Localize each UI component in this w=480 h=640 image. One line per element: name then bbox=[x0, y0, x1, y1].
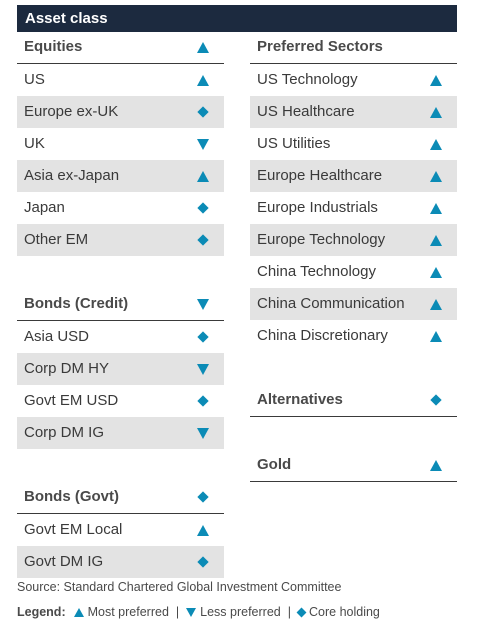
legend-separator: | bbox=[287, 605, 291, 619]
triangle-up-icon bbox=[429, 224, 443, 256]
list-item: Europe Healthcare bbox=[250, 160, 457, 192]
sector-label: Europe Technology bbox=[257, 231, 386, 248]
list-item: China Communication bbox=[250, 288, 457, 320]
list-item: Asia USD bbox=[17, 321, 224, 353]
sector-label: US Healthcare bbox=[257, 103, 355, 120]
triangle-up-icon bbox=[429, 160, 443, 192]
section-header-label: Alternatives bbox=[257, 391, 343, 408]
diamond-icon bbox=[196, 481, 210, 513]
list-item: Japan bbox=[17, 192, 224, 224]
asset-label: Japan bbox=[24, 199, 65, 216]
list-item: Corp DM HY bbox=[17, 353, 224, 385]
list-item: Corp DM IG bbox=[17, 417, 224, 449]
section-header-label: Bonds (Credit) bbox=[24, 295, 129, 312]
legend-label: Legend: bbox=[17, 605, 66, 619]
asset-label: Govt EM USD bbox=[24, 392, 119, 409]
asset-label: Other EM bbox=[24, 231, 89, 248]
section-header-label: Gold bbox=[257, 456, 292, 473]
source-note: Source: Standard Chartered Global Invest… bbox=[17, 580, 342, 594]
triangle-up-icon bbox=[429, 288, 443, 320]
sector-label: China Technology bbox=[257, 263, 376, 280]
asset-label: Europe ex-UK bbox=[24, 103, 119, 120]
legend-core-holding: Core holding bbox=[309, 605, 380, 619]
triangle-down-icon bbox=[196, 128, 210, 160]
bonds-credit-section: Bonds (Credit) Asia USD Corp DM HY Govt … bbox=[17, 288, 224, 449]
sector-label: US Technology bbox=[257, 71, 358, 88]
preferred-sectors-section: Preferred Sectors US Technology US Healt… bbox=[250, 31, 457, 352]
diamond-icon bbox=[196, 96, 210, 128]
triangle-up-icon bbox=[429, 64, 443, 96]
section-header-label: Equities bbox=[24, 38, 83, 55]
section-header-label: Bonds (Govt) bbox=[24, 488, 119, 505]
sector-label: Europe Healthcare bbox=[257, 167, 383, 184]
triangle-up-icon bbox=[429, 192, 443, 224]
triangle-up-icon bbox=[196, 31, 210, 63]
legend-separator: | bbox=[175, 605, 180, 619]
legend: Legend: Most preferred | Less preferred … bbox=[17, 605, 380, 619]
list-item: UK bbox=[17, 128, 224, 160]
list-item: Govt EM USD bbox=[17, 385, 224, 417]
section-header-label: Preferred Sectors bbox=[257, 38, 383, 55]
triangle-up-icon bbox=[196, 160, 210, 192]
bonds-govt-section: Bonds (Govt) Govt EM Local Govt DM IG bbox=[17, 481, 224, 578]
list-item: US Healthcare bbox=[250, 96, 457, 128]
section-header-equities: Equities bbox=[17, 31, 224, 64]
diamond-icon bbox=[429, 384, 443, 416]
triangle-up-icon bbox=[196, 514, 210, 546]
triangle-up-icon bbox=[73, 607, 84, 617]
equities-section: Equities US Europe ex-UK UK Asia ex-Japa… bbox=[17, 31, 224, 256]
list-item: US Technology bbox=[250, 64, 457, 96]
sector-label: China Discretionary bbox=[257, 327, 388, 344]
legend-most-preferred: Most preferred bbox=[87, 605, 169, 619]
triangle-up-icon bbox=[429, 96, 443, 128]
diamond-icon bbox=[196, 224, 210, 256]
section-header-bonds-govt: Bonds (Govt) bbox=[17, 481, 224, 514]
list-item: Govt EM Local bbox=[17, 514, 224, 546]
list-item: Govt DM IG bbox=[17, 546, 224, 578]
asset-label: Asia USD bbox=[24, 328, 90, 345]
legend-less-preferred: Less preferred bbox=[200, 605, 281, 619]
list-item: Other EM bbox=[17, 224, 224, 256]
alternatives-section: Alternatives bbox=[250, 384, 457, 417]
asset-label: Asia ex-Japan bbox=[24, 167, 120, 184]
section-header-gold: Gold bbox=[250, 449, 457, 482]
diamond-icon bbox=[196, 546, 210, 578]
sector-label: Europe Industrials bbox=[257, 199, 378, 216]
section-header-bonds-credit: Bonds (Credit) bbox=[17, 288, 224, 321]
asset-label: Corp DM HY bbox=[24, 360, 110, 377]
list-item: Europe Technology bbox=[250, 224, 457, 256]
diamond-icon bbox=[196, 321, 210, 353]
asset-label: Govt EM Local bbox=[24, 521, 123, 538]
triangle-up-icon bbox=[196, 64, 210, 96]
triangle-up-icon bbox=[429, 449, 443, 481]
triangle-down-icon bbox=[186, 607, 197, 617]
list-item: China Discretionary bbox=[250, 320, 457, 352]
diamond-icon bbox=[196, 192, 210, 224]
page-title: Asset class bbox=[17, 5, 457, 32]
triangle-down-icon bbox=[196, 353, 210, 385]
triangle-up-icon bbox=[429, 320, 443, 352]
list-item: US bbox=[17, 64, 224, 96]
diamond-icon bbox=[296, 607, 307, 617]
triangle-up-icon bbox=[429, 256, 443, 288]
asset-label: Govt DM IG bbox=[24, 553, 104, 570]
diamond-icon bbox=[196, 385, 210, 417]
sector-label: US Utilities bbox=[257, 135, 331, 152]
section-header-preferred-sectors: Preferred Sectors bbox=[250, 31, 457, 64]
triangle-down-icon bbox=[196, 288, 210, 320]
asset-label: US bbox=[24, 71, 45, 88]
list-item: Europe ex-UK bbox=[17, 96, 224, 128]
asset-label: UK bbox=[24, 135, 45, 152]
asset-label: Corp DM IG bbox=[24, 424, 105, 441]
list-item: US Utilities bbox=[250, 128, 457, 160]
list-item: Europe Industrials bbox=[250, 192, 457, 224]
sector-label: China Communication bbox=[257, 295, 405, 312]
list-item: China Technology bbox=[250, 256, 457, 288]
section-header-alternatives: Alternatives bbox=[250, 384, 457, 417]
list-item: Asia ex-Japan bbox=[17, 160, 224, 192]
triangle-down-icon bbox=[196, 417, 210, 449]
gold-section: Gold bbox=[250, 449, 457, 482]
triangle-up-icon bbox=[429, 128, 443, 160]
